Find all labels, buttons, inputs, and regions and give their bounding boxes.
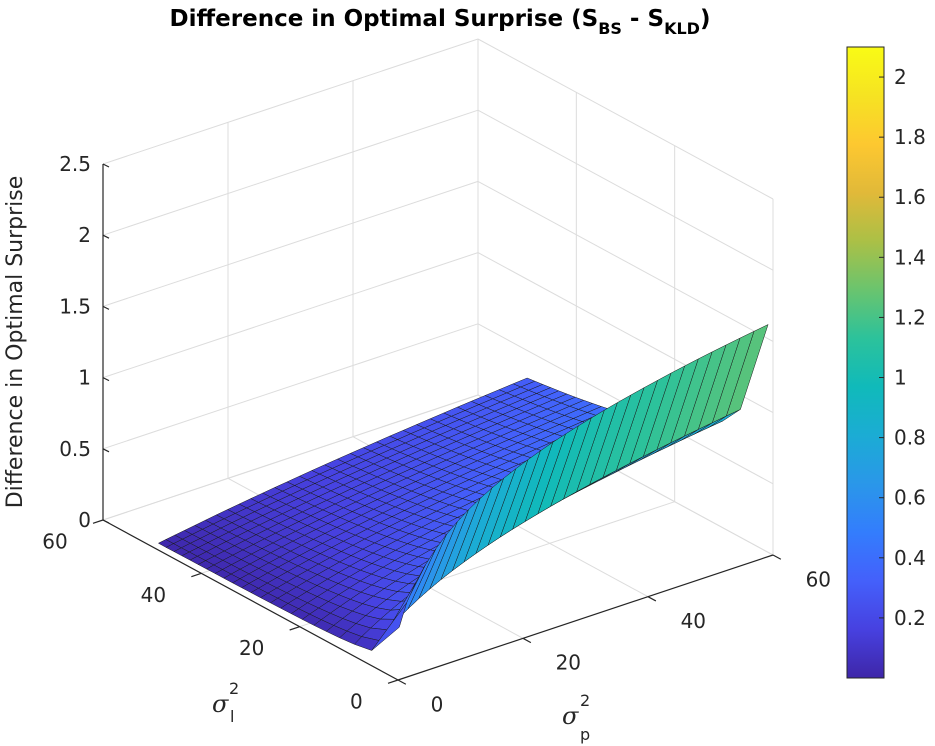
- z-tick-mark: [102, 448, 110, 453]
- axis-line: [102, 519, 399, 681]
- svg-text:p: p: [580, 725, 590, 744]
- colorbar-tick-label: 1.8: [894, 125, 926, 149]
- colorbar-tick-label: 2: [894, 65, 907, 89]
- colorbar-tick-label: 0.4: [894, 546, 926, 570]
- colorbar: 0.2 0.4 0.6 0.8 1 1.2 1.4 1.6 1.8 2: [846, 46, 926, 679]
- surface-mesh: [157, 324, 769, 651]
- z-tick-mark: [102, 234, 110, 239]
- colorbar-tick-label: 0.2: [894, 606, 926, 630]
- gridline: [477, 180, 774, 342]
- colorbar-tick-label: 0.6: [894, 486, 926, 510]
- y-tick-mark: [92, 519, 104, 524]
- x-tick-mark: [647, 596, 657, 602]
- colorbar-ticks: 0.2 0.4 0.6 0.8 1 1.2 1.4 1.6 1.8 2: [879, 65, 926, 630]
- y-axis-label: σ 2 l: [212, 679, 239, 726]
- colorbar-tick-label: 1.4: [894, 245, 926, 269]
- z-tick-label: 1: [78, 366, 91, 390]
- z-tick-label: 0.5: [59, 437, 91, 461]
- colorbar-tick-label: 1.6: [894, 185, 926, 209]
- y-tick-mark: [289, 626, 300, 631]
- axes-grid: [102, 38, 774, 681]
- z-tick-mark: [102, 519, 110, 524]
- gridline: [102, 323, 479, 450]
- y-tick-mark: [191, 572, 202, 578]
- x-tick-label: 40: [681, 609, 706, 633]
- x-tick-label: 20: [556, 651, 581, 675]
- z-axis-label: Difference in Optimal Surprise: [3, 176, 28, 509]
- z-tick-label: 1.5: [59, 294, 91, 318]
- z-tick-label: 2: [78, 223, 91, 247]
- z-tick-mark: [102, 377, 110, 382]
- y-tick-mark: [387, 679, 399, 684]
- x-tick-label: 60: [806, 567, 831, 591]
- gridline: [102, 109, 479, 236]
- y-tick-label: 60: [42, 529, 67, 553]
- axis-line: [397, 554, 774, 681]
- gridline: [102, 180, 479, 307]
- gridline: [102, 394, 479, 521]
- gridline: [102, 38, 479, 165]
- svg-text:σ: σ: [212, 690, 229, 718]
- x-tick-mark: [522, 637, 532, 644]
- y-tick-label: 40: [141, 583, 166, 607]
- z-tick-label: 0: [78, 508, 91, 532]
- x-axis-label: σ 2 p: [562, 691, 590, 744]
- svg-text:2: 2: [229, 679, 239, 698]
- axes-box: [92, 163, 782, 685]
- gridline: [477, 109, 774, 271]
- svg-text:σ: σ: [562, 702, 579, 730]
- y-tick-label: 0: [350, 689, 363, 713]
- colorbar-tick-label: 0.8: [894, 426, 926, 450]
- y-tick-label: 20: [239, 636, 264, 660]
- x-tick-mark: [772, 554, 782, 560]
- x-tick-label: 0: [431, 692, 444, 716]
- gridline: [477, 38, 774, 200]
- gridline: [102, 252, 479, 379]
- z-tick-mark: [102, 305, 110, 310]
- z-tick-mark: [102, 163, 110, 168]
- x-tick-mark: [397, 679, 407, 685]
- surface-patch: [371, 602, 407, 651]
- z-tick-label: 2.5: [59, 152, 91, 176]
- colorbar-tick-label: 1.2: [894, 305, 926, 329]
- colorbar-gradient: [846, 46, 885, 679]
- chart-title: Difference in Optimal Surprise (SBS - SK…: [170, 6, 711, 38]
- colorbar-tick-label: 1: [894, 366, 907, 390]
- svg-text:l: l: [230, 707, 234, 726]
- tick-labels: 0 20 40 60 0 20 40 60 0 0.5 1 1.5 2 2.5: [42, 152, 831, 716]
- svg-text:2: 2: [580, 691, 590, 710]
